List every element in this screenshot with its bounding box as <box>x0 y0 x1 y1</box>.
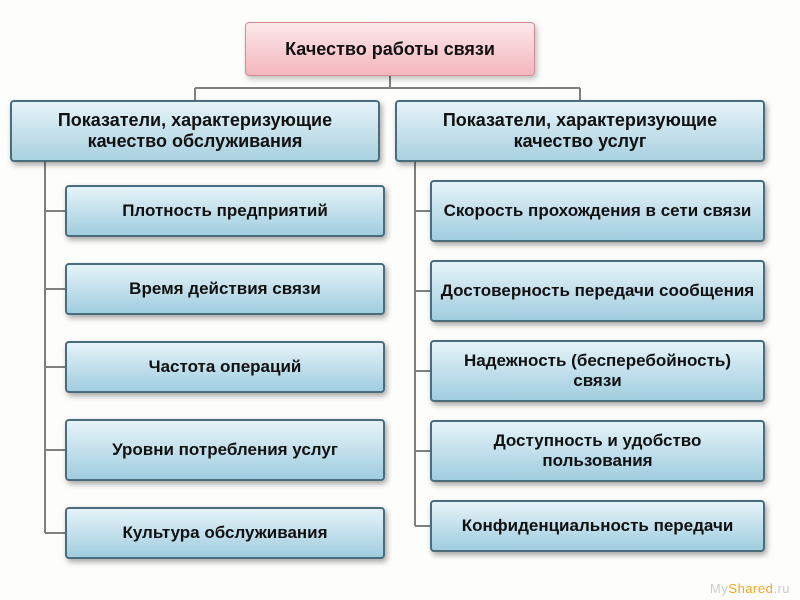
watermark-part3: .ru <box>773 581 790 596</box>
leaf-left-2: Частота операций <box>65 341 385 393</box>
watermark: МуShared.ru <box>710 581 790 596</box>
leaf-right-4: Конфиденциальность передачи <box>430 500 765 552</box>
leaf-right-3: Доступность и удобство пользования <box>430 420 765 482</box>
branch-right: Показатели, характеризующие качество усл… <box>395 100 765 162</box>
leaf-right-0: Скорость прохождения в сети связи <box>430 180 765 242</box>
leaf-right-1: Достоверность передачи сообщения <box>430 260 765 322</box>
watermark-part1: Му <box>710 581 728 596</box>
leaf-right-2: Надежность (бесперебойность) связи <box>430 340 765 402</box>
branch-left: Показатели, характеризующие качество обс… <box>10 100 380 162</box>
leaf-left-0: Плотность предприятий <box>65 185 385 237</box>
leaf-left-3: Уровни потребления услуг <box>65 419 385 481</box>
leaf-left-4: Культура обслуживания <box>65 507 385 559</box>
leaf-left-1: Время действия связи <box>65 263 385 315</box>
watermark-part2: Shared <box>728 581 773 596</box>
root-node: Качество работы связи <box>245 22 535 76</box>
